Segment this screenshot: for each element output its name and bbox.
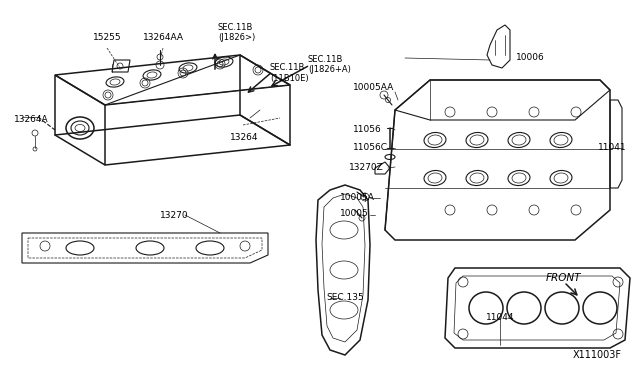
Text: 10005A: 10005A [340, 193, 375, 202]
Text: (11B10E): (11B10E) [270, 74, 308, 83]
Text: 13270: 13270 [160, 211, 189, 219]
Text: 13264A: 13264A [14, 115, 49, 125]
Text: SEC.11B: SEC.11B [270, 64, 305, 73]
Text: SEC.11B: SEC.11B [308, 55, 344, 64]
Text: FRONT: FRONT [546, 273, 582, 283]
Text: 13270Z: 13270Z [349, 163, 384, 171]
Text: 13264: 13264 [230, 132, 259, 141]
Text: (J1826>): (J1826>) [218, 33, 255, 42]
Text: SEC.135: SEC.135 [326, 294, 364, 302]
Text: 11044: 11044 [486, 314, 515, 323]
Text: X111003F: X111003F [573, 350, 622, 360]
Text: 10006: 10006 [516, 54, 545, 62]
Text: SEC.11B: SEC.11B [218, 23, 253, 32]
Text: (J1826+A): (J1826+A) [308, 65, 351, 74]
Text: 13264AA: 13264AA [143, 33, 184, 42]
Text: 15255: 15255 [93, 33, 122, 42]
Text: 11041: 11041 [598, 144, 627, 153]
Text: 11056: 11056 [353, 125, 381, 135]
Text: 10005: 10005 [340, 208, 369, 218]
Text: 11056C: 11056C [353, 144, 388, 153]
Text: 10005AA: 10005AA [353, 83, 394, 93]
